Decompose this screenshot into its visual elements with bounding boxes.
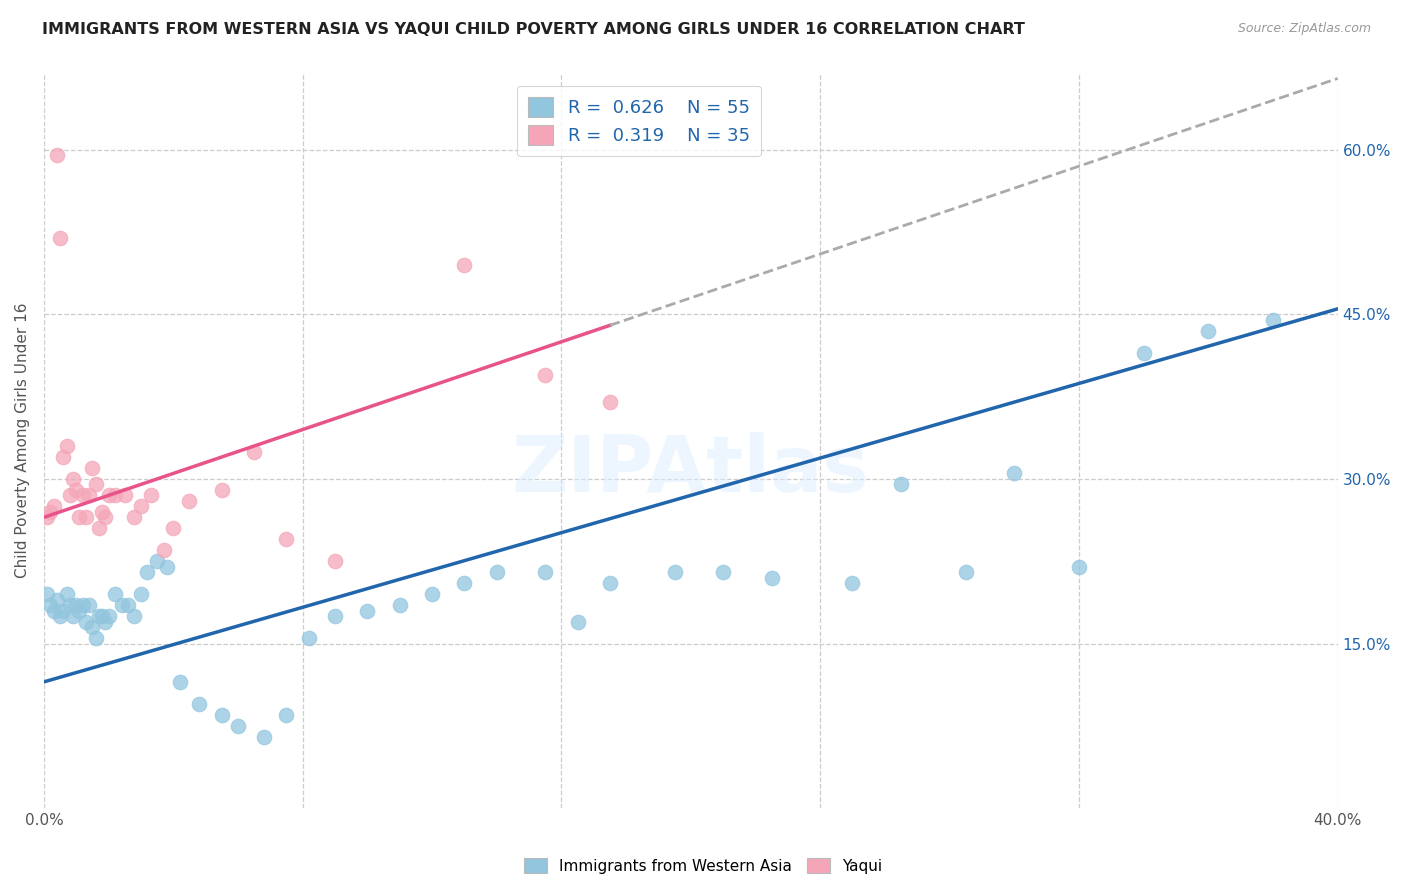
Text: IMMIGRANTS FROM WESTERN ASIA VS YAQUI CHILD POVERTY AMONG GIRLS UNDER 16 CORRELA: IMMIGRANTS FROM WESTERN ASIA VS YAQUI CH… xyxy=(42,22,1025,37)
Point xyxy=(599,576,621,591)
Point xyxy=(356,604,378,618)
Point xyxy=(534,565,557,579)
Point xyxy=(453,258,475,272)
Point xyxy=(453,576,475,591)
Point xyxy=(841,576,863,591)
Point xyxy=(45,148,67,162)
Point xyxy=(276,707,298,722)
Point xyxy=(129,500,152,514)
Point xyxy=(1197,324,1219,338)
Point xyxy=(1067,559,1090,574)
Text: Source: ZipAtlas.com: Source: ZipAtlas.com xyxy=(1237,22,1371,36)
Point xyxy=(711,565,734,579)
Point xyxy=(84,477,107,491)
Point xyxy=(276,533,298,547)
Point xyxy=(323,609,346,624)
Point xyxy=(485,565,508,579)
Point xyxy=(69,510,91,524)
Point xyxy=(1002,467,1025,481)
Point xyxy=(39,505,62,519)
Point xyxy=(323,554,346,568)
Point xyxy=(42,604,65,618)
Point xyxy=(156,559,179,574)
Point xyxy=(110,598,132,612)
Point xyxy=(253,730,276,744)
Point xyxy=(226,719,249,733)
Point xyxy=(243,444,266,458)
Point xyxy=(84,631,107,645)
Point xyxy=(45,592,67,607)
Point xyxy=(169,674,191,689)
Point xyxy=(37,587,59,601)
Point xyxy=(59,598,82,612)
Point xyxy=(55,439,77,453)
Point xyxy=(94,510,117,524)
Point xyxy=(69,604,91,618)
Legend: Immigrants from Western Asia, Yaqui: Immigrants from Western Asia, Yaqui xyxy=(517,852,889,880)
Point xyxy=(1261,313,1284,327)
Point xyxy=(139,488,162,502)
Point xyxy=(62,609,84,624)
Point xyxy=(124,510,146,524)
Point xyxy=(211,707,233,722)
Point xyxy=(188,697,211,711)
Point xyxy=(59,488,82,502)
Point xyxy=(179,494,201,508)
Point xyxy=(82,620,104,634)
Point xyxy=(52,450,75,464)
Point xyxy=(97,488,120,502)
Point xyxy=(91,609,114,624)
Point xyxy=(599,395,621,409)
Point xyxy=(136,565,159,579)
Point xyxy=(42,500,65,514)
Point xyxy=(72,598,94,612)
Point xyxy=(420,587,443,601)
Point xyxy=(567,615,589,629)
Point xyxy=(534,368,557,382)
Point xyxy=(761,571,783,585)
Point xyxy=(94,615,117,629)
Point xyxy=(664,565,686,579)
Point xyxy=(82,461,104,475)
Point xyxy=(75,510,97,524)
Point xyxy=(87,609,110,624)
Point xyxy=(77,598,100,612)
Point xyxy=(104,587,127,601)
Point xyxy=(65,598,87,612)
Text: ZIPAtlas: ZIPAtlas xyxy=(512,432,869,508)
Point xyxy=(388,598,411,612)
Legend: R =  0.626    N = 55, R =  0.319    N = 35: R = 0.626 N = 55, R = 0.319 N = 35 xyxy=(517,86,761,156)
Point xyxy=(117,598,139,612)
Point xyxy=(39,598,62,612)
Point xyxy=(955,565,977,579)
Point xyxy=(1132,345,1154,359)
Point xyxy=(890,477,912,491)
Point xyxy=(91,505,114,519)
Point xyxy=(55,587,77,601)
Point xyxy=(52,604,75,618)
Point xyxy=(162,521,184,535)
Point xyxy=(87,521,110,535)
Point xyxy=(114,488,136,502)
Point xyxy=(211,483,233,497)
Point xyxy=(37,510,59,524)
Point xyxy=(49,609,72,624)
Point xyxy=(62,472,84,486)
Point xyxy=(104,488,127,502)
Point xyxy=(146,554,169,568)
Point xyxy=(152,543,174,558)
Point xyxy=(97,609,120,624)
Point xyxy=(49,230,72,244)
Point xyxy=(75,615,97,629)
Point xyxy=(124,609,146,624)
Y-axis label: Child Poverty Among Girls Under 16: Child Poverty Among Girls Under 16 xyxy=(15,302,30,578)
Point xyxy=(77,488,100,502)
Point xyxy=(129,587,152,601)
Point xyxy=(65,483,87,497)
Point xyxy=(72,488,94,502)
Point xyxy=(298,631,321,645)
